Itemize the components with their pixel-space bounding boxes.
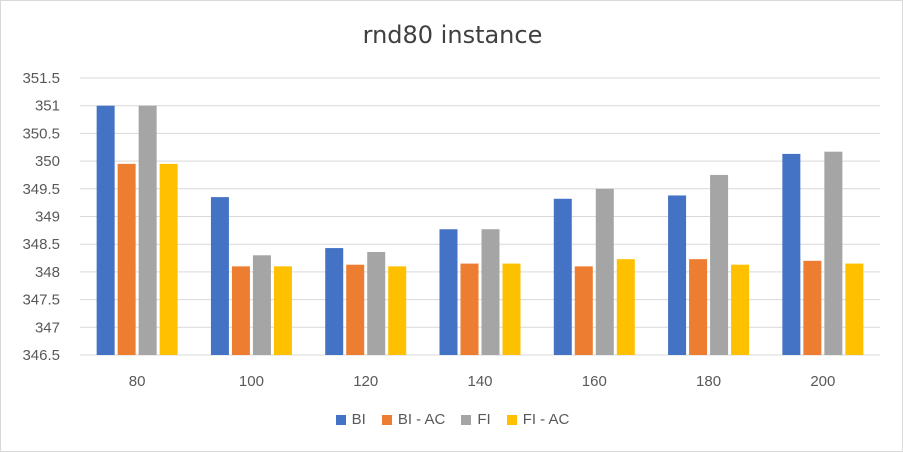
y-tick-label: 351: [35, 98, 60, 115]
bar-fi-ac-100: [273, 266, 292, 355]
bar-bi-100: [210, 197, 229, 355]
y-tick-label: 348: [35, 264, 60, 281]
y-tick-label: 349: [35, 209, 60, 226]
bar-fi-100: [252, 255, 271, 355]
bar-fi-180: [710, 174, 729, 355]
x-tick-label: 80: [129, 373, 146, 390]
legend-item: BI: [335, 411, 366, 428]
bar-bi-160: [553, 198, 572, 355]
bar-bi-140: [439, 229, 458, 355]
bar-chart: 346.5 347 347.5 348 348.5 349 349.5 350 350.5 351…: [22, 70, 880, 390]
bar-fi-ac-80: [159, 163, 178, 355]
x-axis-ticks: 80 100 120 140 160 180 200: [129, 373, 836, 390]
bar-fi-160: [595, 188, 614, 355]
chart-title: rnd80 instance: [362, 21, 543, 49]
bar-fi-120: [367, 251, 386, 355]
x-tick-label: 120: [353, 373, 378, 390]
gridlines: [80, 77, 880, 356]
y-tick-label: 346.5: [22, 347, 60, 364]
y-tick-label: 348.5: [22, 236, 60, 253]
y-tick-label: 347: [35, 319, 60, 336]
legend-label: FI - AC: [522, 411, 570, 428]
legend-swatch: [506, 414, 517, 425]
y-tick-label: 351.5: [22, 70, 60, 87]
legend-swatch: [461, 414, 472, 425]
x-tick-label: 160: [582, 373, 607, 390]
bar-fi-ac-180: [731, 264, 750, 355]
y-tick-label: 350: [35, 153, 60, 170]
x-tick-label: 180: [696, 373, 721, 390]
bar-bi-180: [668, 195, 687, 355]
legend: BI BI - AC FI FI - AC: [1, 411, 903, 428]
legend-item: FI - AC: [506, 411, 570, 428]
bar-fi-ac-200: [845, 263, 864, 355]
y-axis-ticks: 346.5 347 347.5 348 348.5 349 349.5 350 350.5 351…: [22, 70, 60, 364]
x-tick-label: 200: [810, 373, 835, 390]
bar-bi-ac-100: [231, 266, 250, 355]
bars: [96, 105, 864, 355]
bar-bi-ac-120: [346, 264, 365, 355]
bar-fi-140: [481, 229, 500, 355]
legend-label: BI: [351, 411, 366, 428]
y-tick-label: 347.5: [22, 292, 60, 309]
bar-bi-ac-200: [803, 260, 822, 355]
x-tick-label: 140: [467, 373, 492, 390]
legend-swatch: [381, 414, 392, 425]
y-tick-label: 349.5: [22, 181, 60, 198]
bar-fi-ac-140: [502, 263, 521, 355]
legend-item: FI: [461, 411, 491, 428]
y-tick-label: 350.5: [22, 125, 60, 142]
legend-item: BI - AC: [381, 411, 446, 428]
bar-bi-80: [96, 105, 115, 355]
bar-fi-80: [138, 105, 157, 355]
bar-bi-ac-160: [574, 266, 593, 355]
bar-fi-200: [824, 151, 843, 355]
bar-bi-ac-140: [460, 263, 479, 355]
bar-bi-ac-180: [689, 259, 708, 355]
legend-label: BI - AC: [397, 411, 446, 428]
bar-fi-ac-160: [616, 259, 635, 355]
x-tick-label: 100: [239, 373, 264, 390]
legend-label: FI: [477, 411, 491, 428]
bar-bi-120: [325, 248, 344, 355]
bar-fi-ac-120: [388, 266, 407, 355]
bar-bi-ac-80: [117, 163, 136, 355]
legend-swatch: [335, 414, 346, 425]
bar-bi-200: [782, 153, 801, 355]
